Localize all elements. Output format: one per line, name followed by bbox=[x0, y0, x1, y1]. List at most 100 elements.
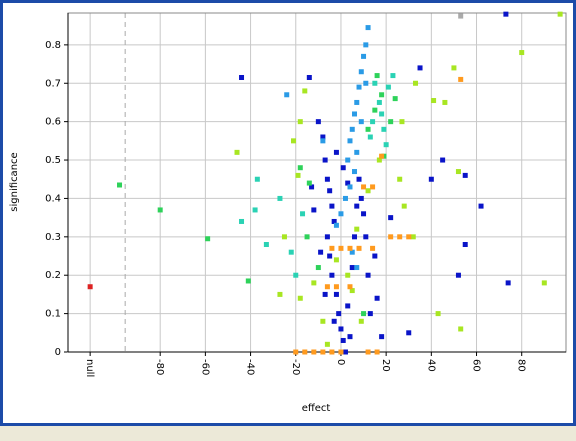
x-tick-label: -20 bbox=[290, 359, 301, 375]
point bbox=[352, 234, 358, 240]
point bbox=[428, 176, 434, 182]
point bbox=[333, 222, 339, 228]
point bbox=[361, 311, 367, 317]
point bbox=[352, 111, 358, 117]
y-tick-label: 0.2 bbox=[45, 270, 61, 281]
point bbox=[277, 195, 283, 201]
point bbox=[478, 203, 484, 209]
point bbox=[365, 272, 371, 278]
point bbox=[406, 330, 412, 336]
point bbox=[379, 153, 385, 159]
point bbox=[347, 284, 353, 290]
point bbox=[406, 234, 412, 240]
point bbox=[356, 84, 362, 90]
status-bar bbox=[0, 426, 576, 441]
point bbox=[281, 234, 287, 240]
point bbox=[383, 142, 389, 148]
point bbox=[297, 295, 303, 301]
point bbox=[358, 119, 364, 125]
point bbox=[306, 180, 312, 186]
point bbox=[455, 272, 461, 278]
point bbox=[327, 253, 333, 259]
point bbox=[370, 184, 376, 190]
point bbox=[338, 211, 344, 217]
y-axis-label: significance bbox=[9, 152, 20, 211]
point bbox=[388, 119, 394, 125]
point bbox=[320, 134, 326, 140]
point bbox=[336, 311, 342, 317]
point bbox=[356, 176, 362, 182]
point bbox=[361, 53, 367, 59]
point bbox=[277, 291, 283, 297]
point bbox=[381, 126, 387, 132]
point bbox=[329, 272, 335, 278]
point bbox=[234, 149, 240, 155]
point bbox=[431, 98, 437, 104]
point bbox=[302, 88, 308, 94]
point bbox=[358, 195, 364, 201]
point bbox=[320, 349, 326, 355]
point bbox=[356, 245, 362, 251]
x-tick-label: -60 bbox=[199, 359, 210, 375]
point bbox=[379, 92, 385, 98]
point bbox=[345, 272, 351, 278]
point bbox=[413, 80, 419, 86]
point bbox=[388, 215, 394, 221]
point bbox=[354, 265, 360, 271]
x-axis-label: effect bbox=[302, 403, 331, 414]
point bbox=[354, 226, 360, 232]
point bbox=[397, 176, 403, 182]
point bbox=[252, 207, 258, 213]
point bbox=[157, 207, 163, 213]
point bbox=[329, 349, 335, 355]
point bbox=[309, 184, 315, 190]
point bbox=[345, 180, 351, 186]
point bbox=[320, 138, 326, 144]
point bbox=[354, 99, 360, 105]
y-tick-label: 0.6 bbox=[45, 117, 61, 128]
point bbox=[442, 99, 448, 105]
point bbox=[295, 172, 301, 178]
x-tick-label: -80 bbox=[154, 359, 165, 375]
point bbox=[254, 176, 260, 182]
point bbox=[349, 265, 355, 271]
point bbox=[519, 50, 525, 56]
point bbox=[374, 295, 380, 301]
point bbox=[347, 184, 353, 190]
point bbox=[455, 169, 461, 175]
point bbox=[324, 284, 330, 290]
point bbox=[451, 65, 457, 71]
chart: effect significance 0 0.1 0.2 0.3 0.4 0.5 0.6 0… bbox=[9, 11, 567, 414]
point bbox=[363, 42, 369, 48]
point bbox=[333, 284, 339, 290]
point bbox=[376, 157, 382, 163]
point bbox=[505, 280, 511, 286]
point bbox=[322, 291, 328, 297]
point bbox=[342, 349, 348, 355]
point bbox=[304, 234, 310, 240]
point bbox=[345, 303, 351, 309]
point bbox=[372, 253, 378, 259]
point bbox=[338, 326, 344, 332]
x-tick-label: null bbox=[84, 359, 95, 377]
point bbox=[338, 349, 344, 355]
y-tick-label: 0.5 bbox=[45, 155, 61, 166]
y-tick-label: 0.1 bbox=[45, 309, 61, 320]
point bbox=[379, 334, 385, 340]
point bbox=[306, 74, 312, 80]
point bbox=[349, 288, 355, 294]
point bbox=[297, 165, 303, 171]
point bbox=[435, 311, 441, 317]
x-tick-label: -40 bbox=[245, 359, 256, 375]
point bbox=[331, 318, 337, 324]
point bbox=[293, 349, 299, 355]
x-tick-label: 40 bbox=[425, 359, 436, 372]
point bbox=[541, 280, 547, 286]
point bbox=[462, 172, 468, 178]
point bbox=[291, 138, 297, 144]
point bbox=[333, 291, 339, 297]
point bbox=[87, 284, 93, 290]
point bbox=[365, 349, 371, 355]
y-tick-label: 0 bbox=[55, 347, 61, 358]
